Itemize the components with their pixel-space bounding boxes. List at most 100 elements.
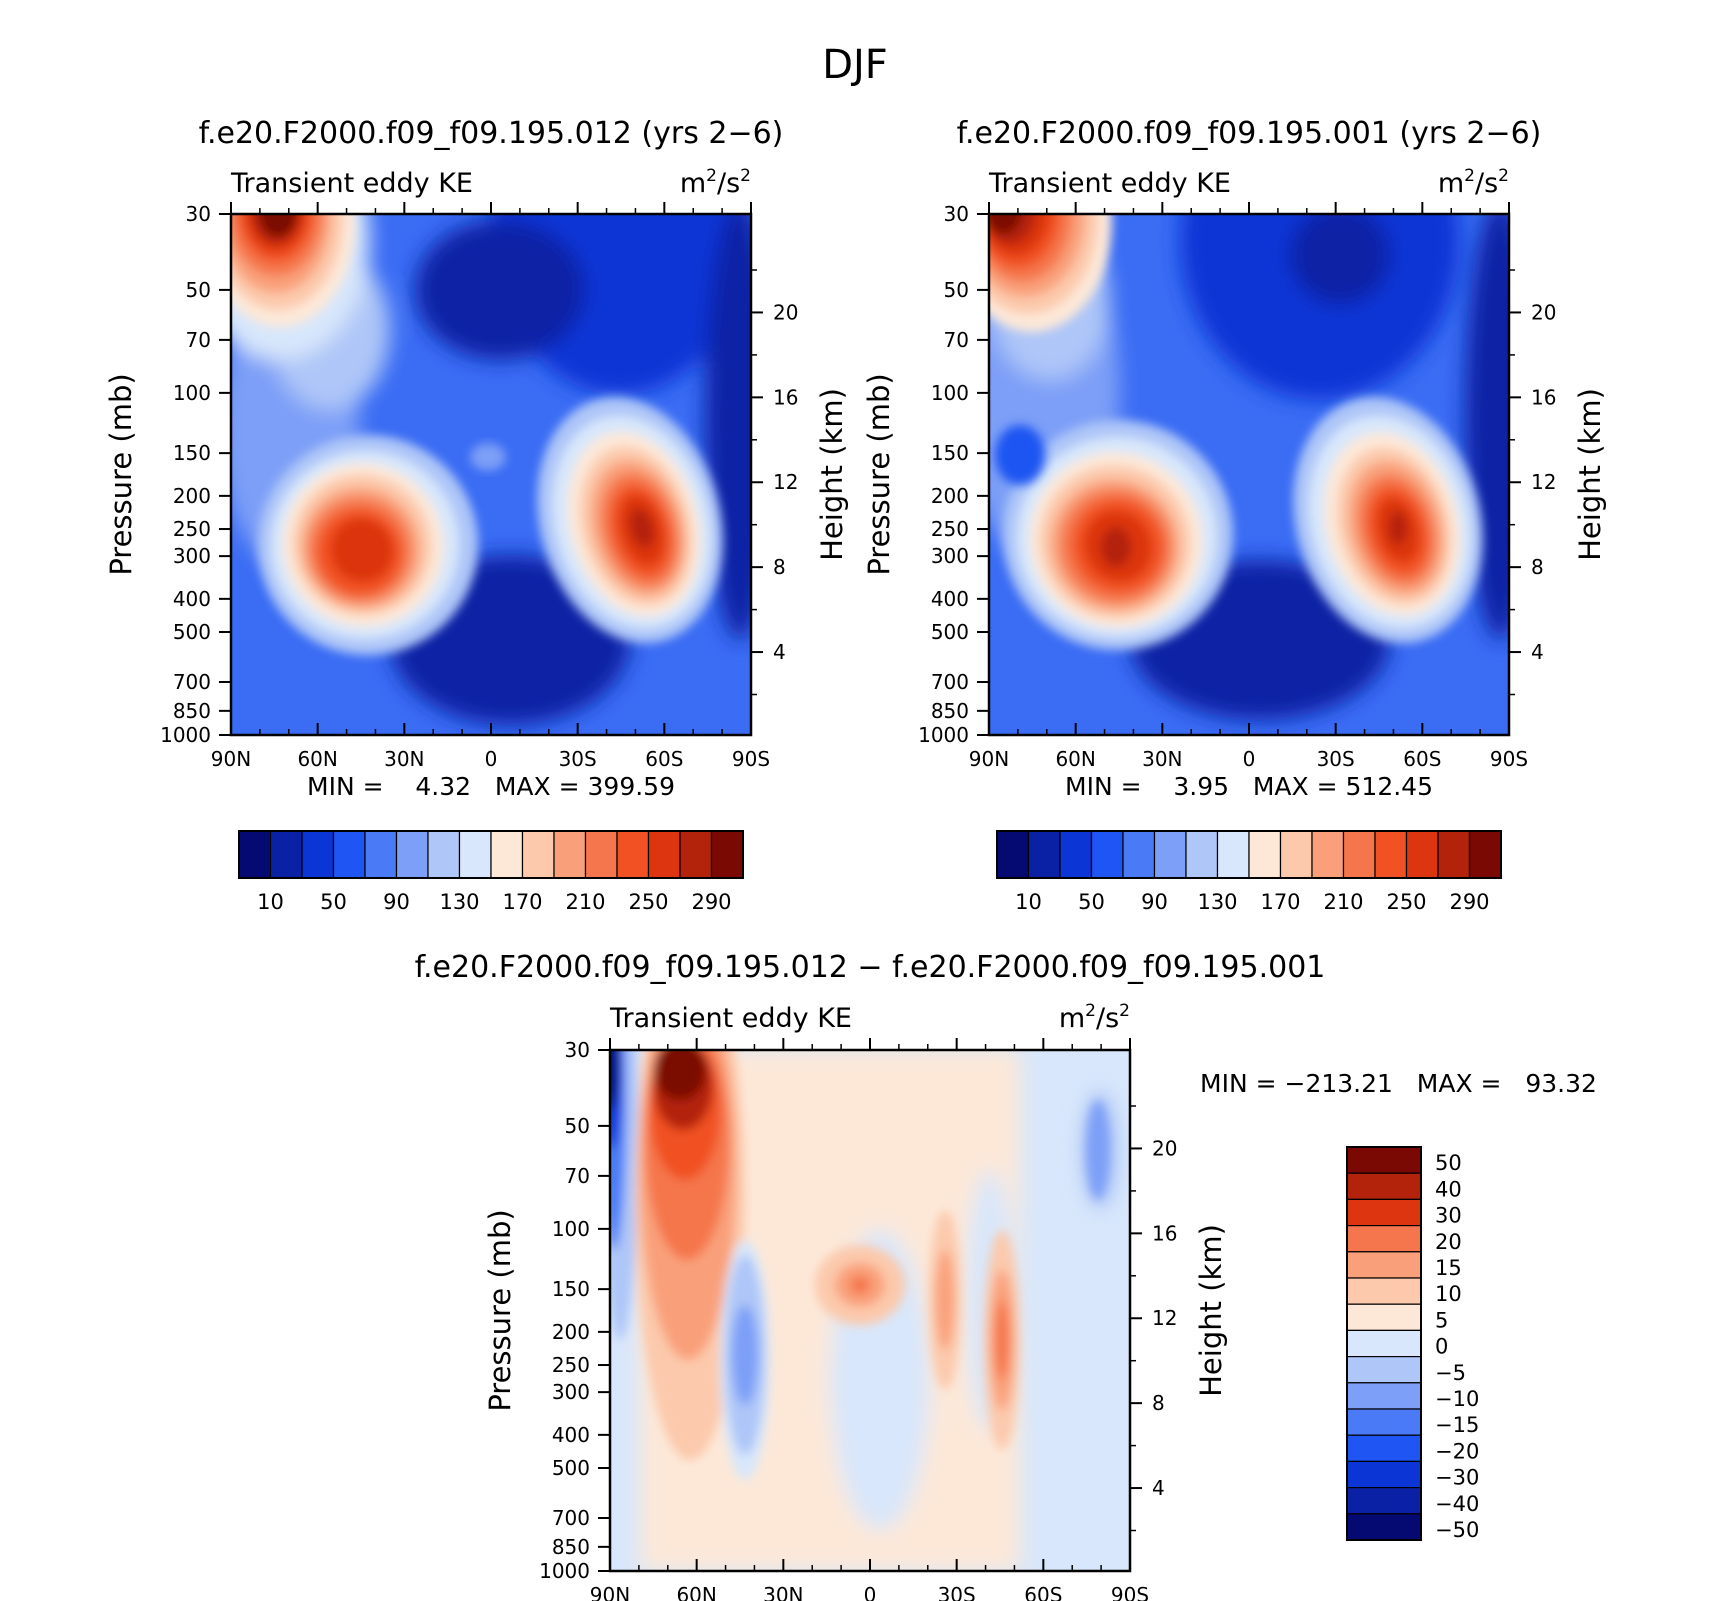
- y2-tick-label: 16: [773, 385, 798, 409]
- y-tick-label: 200: [552, 1320, 590, 1344]
- y-tick-label: 100: [931, 381, 969, 405]
- x-tick-label: 90N: [211, 747, 251, 771]
- y2-tick-label: 12: [1531, 470, 1556, 494]
- colorbar-swatch: [364, 830, 398, 879]
- x-tick-label: 90S: [1490, 747, 1528, 771]
- y2-axis-title: Height (km): [815, 388, 849, 561]
- x-tick-label: 60S: [645, 747, 683, 771]
- y-tick-label: 50: [565, 1114, 590, 1138]
- colorbar-swatch: [1405, 830, 1439, 879]
- y-tick-label: 1000: [160, 723, 211, 747]
- y2-tick-label: 12: [1152, 1306, 1177, 1330]
- panel-case2: f.e20.F2000.f09_f09.195.001 (yrs 2−6) Tr…: [957, 116, 1542, 735]
- colorbar-frame: [238, 830, 744, 879]
- x-tick-label: 30S: [559, 747, 597, 771]
- contour-field: [989, 214, 1509, 735]
- colorbar-swatch: [1122, 830, 1156, 879]
- colorbar-label: 290: [1449, 890, 1489, 914]
- colorbar-swatch: [1311, 830, 1345, 879]
- colorbar-label: 50: [1435, 1151, 1462, 1175]
- colorbar-swatch: [1346, 1434, 1422, 1462]
- y-tick-label: 50: [186, 278, 211, 302]
- colorbar-swatch: [679, 830, 713, 879]
- y-tick-label: 850: [552, 1535, 590, 1559]
- panel-title: f.e20.F2000.f09_f09.195.012 − f.e20.F200…: [415, 950, 1326, 985]
- contour-field: [231, 214, 751, 735]
- panel-title: f.e20.F2000.f09_f09.195.012 (yrs 2−6): [199, 116, 784, 151]
- x-tick-label: 90S: [732, 747, 770, 771]
- y2-tick-label: 16: [1531, 385, 1556, 409]
- y-tick-label: 250: [173, 517, 211, 541]
- x-tick-label: 0: [1243, 747, 1256, 771]
- colorbar-swatch: [1346, 1277, 1422, 1305]
- colorbar-case2: 10 50 90 130 170 210 250 290: [996, 830, 1502, 914]
- y-tick-label: 150: [173, 441, 211, 465]
- colorbar-swatch: [1185, 830, 1219, 879]
- y-tick-label: 850: [931, 699, 969, 723]
- panel-title: f.e20.F2000.f09_f09.195.001 (yrs 2−6): [957, 116, 1542, 151]
- colorbar-swatch: [553, 830, 587, 879]
- colorbar-swatch: [1346, 1146, 1422, 1174]
- colorbar-swatch: [710, 830, 744, 879]
- y-tick-label: 300: [552, 1380, 590, 1404]
- colorbar-swatch: [1346, 1198, 1422, 1227]
- colorbar-label: 170: [1260, 890, 1300, 914]
- x-tick-label: 60N: [1055, 747, 1095, 771]
- colorbar-label: 130: [439, 890, 479, 914]
- colorbar-label: 210: [1323, 890, 1363, 914]
- y-tick-label: 400: [552, 1423, 590, 1447]
- colorbar-label: 10: [1015, 890, 1042, 914]
- x-tick-label: 90S: [1111, 1583, 1149, 1601]
- y-tick-label: 100: [552, 1217, 590, 1241]
- y2-tick-label: 4: [1531, 640, 1544, 664]
- x-tick-label: 30S: [938, 1583, 976, 1601]
- colorbar-swatch: [1346, 1329, 1422, 1358]
- y-tick-label: 150: [552, 1277, 590, 1301]
- colorbar-label: 90: [1141, 890, 1168, 914]
- colorbar-swatch: [521, 830, 555, 879]
- colorbar-label: 210: [565, 890, 605, 914]
- colorbar-swatch: [1374, 830, 1408, 879]
- colorbar-label: 290: [691, 890, 731, 914]
- colorbar-swatch: [1342, 830, 1376, 879]
- colorbar-swatch: [490, 830, 524, 879]
- colorbar-swatch: [584, 830, 618, 879]
- colorbar-label: 250: [628, 890, 668, 914]
- axes-diff: 90N 60N 30N 0 30S 60S 90S 30 50 70 100 150 200 250 300…: [483, 1038, 1228, 1601]
- diff-stats: MIN = −213.21 MAX = 93.32: [1200, 1069, 1597, 1098]
- colorbar-label: 50: [1078, 890, 1105, 914]
- colorbar-swatch: [395, 830, 429, 879]
- units-label: m2/s2: [680, 166, 751, 199]
- y-tick-label: 50: [944, 278, 969, 302]
- colorbar-label: −40: [1435, 1492, 1479, 1516]
- contour-field: [610, 1050, 1130, 1571]
- stats-case2: MIN = 3.95 MAX = 512.45: [1065, 772, 1433, 801]
- x-tick-label: 0: [864, 1583, 877, 1601]
- y-tick-label: 250: [552, 1353, 590, 1377]
- y-tick-label: 700: [552, 1506, 590, 1530]
- colorbar-label: 0: [1435, 1335, 1448, 1359]
- y2-tick-label: 8: [1531, 555, 1544, 579]
- y2-tick-label: 12: [773, 470, 798, 494]
- colorbar-label: 40: [1435, 1177, 1462, 1201]
- colorbar-swatch: [1346, 1251, 1422, 1279]
- axes-case2: 90N 60N 30N 0 30S 60S 90S 30 50 70 100 150 200 250 300…: [862, 202, 1607, 771]
- colorbar-frame: [1346, 1146, 1422, 1541]
- y-axis-title: Pressure (mb): [862, 373, 896, 575]
- field-label: Transient eddy KE: [230, 168, 473, 199]
- colorbar-swatch: [1346, 1460, 1422, 1489]
- colorbar-swatch: [1279, 830, 1313, 879]
- y-tick-label: 30: [944, 202, 969, 226]
- colorbar-swatch: [1216, 830, 1250, 879]
- y-tick-label: 1000: [918, 723, 969, 747]
- y2-tick-label: 20: [1531, 300, 1556, 324]
- colorbar-swatch: [238, 830, 272, 879]
- colorbar-label: 10: [257, 890, 284, 914]
- figure-title: DJF: [822, 42, 888, 88]
- x-tick-label: 30N: [1142, 747, 1182, 771]
- x-tick-label: 60N: [676, 1583, 716, 1601]
- colorbar-swatch: [1346, 1382, 1422, 1410]
- y-tick-label: 500: [931, 620, 969, 644]
